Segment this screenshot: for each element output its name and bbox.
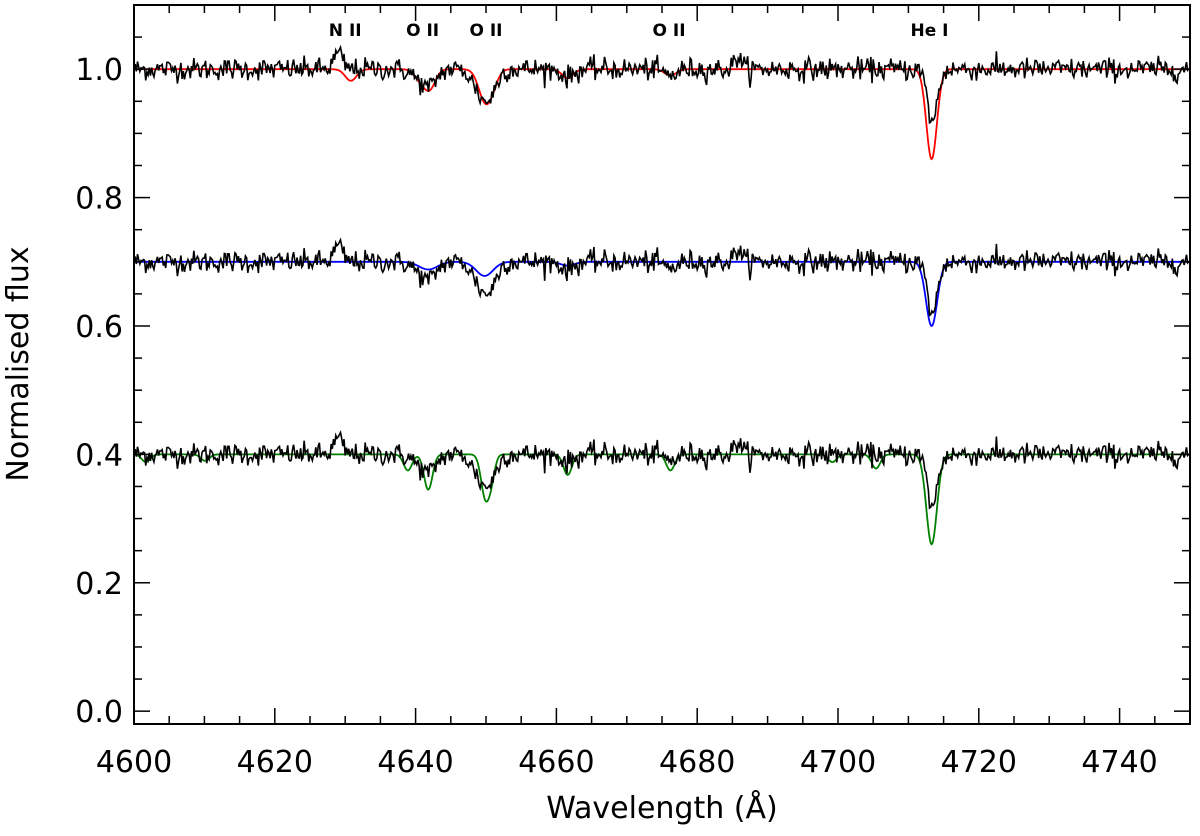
x-axis-title: Wavelength (Å) xyxy=(546,790,777,826)
y-tick-label: 0.0 xyxy=(75,695,123,730)
model-spectrum-line xyxy=(133,453,1190,546)
observed-spectrum-line xyxy=(133,237,1191,317)
observed-spectrum-line xyxy=(133,429,1191,510)
x-tick-label: 4740 xyxy=(1081,745,1157,780)
y-tick-label: 0.4 xyxy=(75,438,123,473)
y-tick-label: 0.2 xyxy=(75,567,123,602)
spectral-line-label: O II xyxy=(653,21,686,41)
x-tick-label: 4720 xyxy=(941,745,1017,780)
series-layer xyxy=(133,44,1191,546)
y-tick-label: 0.6 xyxy=(75,310,123,345)
y-tick-label: 1.0 xyxy=(75,53,123,88)
x-tick-label: 4660 xyxy=(518,745,594,780)
y-axis-title: Normalised flux xyxy=(1,246,36,481)
x-tick-label: 4600 xyxy=(96,745,172,780)
model-spectrum-line xyxy=(134,68,1190,161)
model-spectrum-line xyxy=(134,260,1190,328)
axes-layer: 4600 4620 4640 4660 4680 4700 4720 4740 0.0 0.2 0.… xyxy=(75,4,1191,780)
x-tick-label: 4620 xyxy=(237,745,313,780)
spectral-line-label: He I xyxy=(911,21,949,41)
x-tick-label: 4700 xyxy=(800,745,876,780)
observed-spectrum-line xyxy=(133,44,1191,125)
plot-frame xyxy=(133,4,1191,725)
spectral-line-label: O II xyxy=(406,21,439,41)
line-labels-layer: N II O II O II O II He I xyxy=(329,21,949,41)
y-tick-label: 0.8 xyxy=(75,182,123,217)
spectral-line-label: O II xyxy=(469,21,502,41)
x-tick-label: 4640 xyxy=(377,745,453,780)
spectral-line-label: N II xyxy=(329,21,362,41)
x-tick-label: 4680 xyxy=(659,745,735,780)
